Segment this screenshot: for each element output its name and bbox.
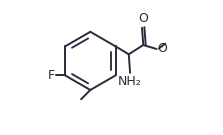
Text: NH₂: NH₂: [118, 75, 142, 88]
Text: O: O: [157, 43, 167, 55]
Text: F: F: [48, 69, 55, 82]
Text: O: O: [138, 12, 148, 25]
